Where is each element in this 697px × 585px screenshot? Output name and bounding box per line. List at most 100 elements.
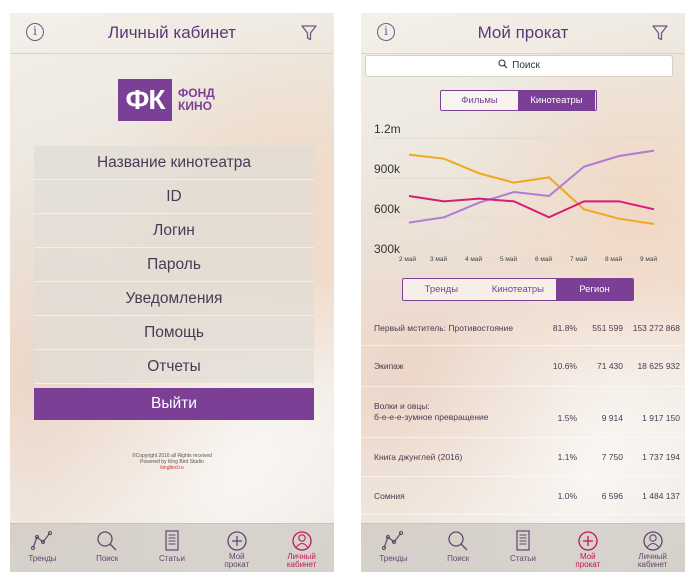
x-tick-label: 3 май [430, 255, 448, 263]
search-input[interactable]: Поиск [365, 55, 673, 77]
bottom-nav: Тренды Поиск Статьи Мой прокат Личный кабинет [10, 523, 334, 572]
filter-icon[interactable] [300, 24, 318, 42]
nav-label: Поиск [96, 554, 119, 563]
nav-item-search[interactable]: Поиск [75, 524, 140, 572]
table-row[interactable]: Первый мститель: Противостояние 81.8% 551 … [361, 310, 685, 346]
breakdown-switch: Тренды Кинотеатры Регион [402, 278, 634, 301]
filter-icon[interactable] [651, 24, 669, 42]
menu-item-help[interactable]: Помощь [34, 316, 314, 350]
nav-item-profile[interactable]: Личный кабинет [269, 524, 334, 572]
logo-line-1: ФОНД [178, 86, 215, 100]
x-tick-label: 2 май [399, 255, 417, 263]
film-gross: 1 917 150 [642, 413, 680, 423]
film-admissions: 9 914 [601, 413, 623, 423]
profile-screen: i Личный кабинет ФК ФОНД КИНО Название к… [10, 13, 334, 572]
nav-item-trends[interactable]: Тренды [10, 524, 75, 572]
nav-label: Статьи [159, 554, 185, 563]
articles-icon [165, 530, 179, 551]
film-title: Книга джунглей (2016) [374, 452, 463, 462]
info-icon[interactable]: i [377, 23, 395, 41]
search-icon [448, 531, 468, 551]
trends-icon [382, 530, 404, 551]
tab-films[interactable]: Фильмы [441, 91, 518, 110]
table-row[interactable]: Книга джунглей (2016) 1.1% 7 750 1 737 194 [361, 438, 685, 477]
nav-item-articles[interactable]: Статьи [140, 524, 205, 572]
film-share: 1.5% [557, 413, 577, 423]
nav-item-search[interactable]: Поиск [426, 524, 491, 572]
menu-item-reports[interactable]: Отчеты [34, 350, 314, 384]
tab-cinemas[interactable]: Кинотеатры [518, 91, 595, 110]
tab-cinemas-breakdown[interactable]: Кинотеатры [479, 279, 557, 300]
add-circle-icon [578, 531, 598, 551]
menu-item-notifications[interactable]: Уведомления [34, 282, 314, 316]
search-icon [498, 59, 508, 69]
articles-icon [516, 530, 530, 551]
top-bar: i Личный кабинет [10, 13, 334, 54]
tab-trends[interactable]: Тренды [403, 279, 480, 300]
nav-label: Личный кабинет [637, 552, 668, 569]
film-admissions: 7 750 [601, 452, 623, 462]
film-share: 1.1% [557, 452, 577, 462]
profile-icon [642, 531, 663, 551]
film-admissions: 71 430 [597, 361, 623, 371]
nav-label: Тренды [379, 554, 408, 563]
film-share: 1.0% [557, 490, 577, 501]
x-tick-label: 8 май [605, 255, 623, 263]
table-row[interactable]: Сомния 1.0% 6 596 1 484 137 [361, 477, 685, 515]
trends-icon [31, 530, 53, 551]
nav-label: Поиск [447, 554, 470, 563]
table-row[interactable]: Экипаж 10.6% 71 430 18 625 932 [361, 346, 685, 387]
nav-label: Личный кабинет [286, 552, 317, 569]
series-line-1 [408, 153, 655, 225]
add-circle-icon [227, 531, 247, 551]
film-gross: 1 737 194 [642, 452, 680, 462]
copyright-link[interactable]: kingbird.ru [160, 465, 184, 471]
page-title: Личный кабинет [108, 23, 236, 42]
film-title: Сомния [374, 490, 405, 501]
content-type-switch: Фильмы Кинотеатры [440, 90, 597, 111]
y-tick-label: 900k [374, 162, 401, 176]
series-line-3 [408, 195, 655, 219]
film-title: Волки и овцы: б-е-е-е-зумное превращение [374, 401, 489, 422]
film-gross: 153 272 868 [632, 322, 680, 333]
x-tick-label: 9 май [640, 255, 658, 263]
x-tick-label: 5 май [500, 255, 518, 263]
info-icon[interactable]: i [26, 23, 44, 41]
film-gross: 1 484 137 [642, 490, 680, 501]
nav-item-add-circle[interactable]: Мой прокат [204, 524, 269, 572]
menu-item-cinema-name[interactable]: Название кинотеатра [34, 146, 314, 180]
box-office-screen: i Мой прокат Поиск Фильмы Кинотеатры 1.2… [361, 13, 685, 572]
film-title: Первый мститель: Противостояние [374, 322, 514, 333]
film-share: 10.6% [552, 361, 577, 371]
search-icon [97, 531, 117, 551]
nav-item-profile[interactable]: Личный кабинет [620, 524, 685, 572]
top-bar: i Мой прокат [361, 13, 685, 54]
films-table: Первый мститель: Противостояние 81.8% 551 … [361, 310, 685, 515]
tab-region[interactable]: Регион [556, 279, 633, 300]
copyright: ©Copyright 2016 all Rights received Powe… [10, 453, 334, 471]
page-title: Мой прокат [477, 23, 569, 42]
x-tick-label: 4 май [465, 255, 483, 263]
film-gross: 18 625 932 [637, 361, 680, 371]
y-tick-label: 1.2m [374, 122, 401, 136]
film-title: Экипаж [374, 361, 404, 371]
nav-item-articles[interactable]: Статьи [491, 524, 556, 572]
profile-menu: Название кинотеатра ID Логин Пароль Увед… [34, 146, 314, 384]
nav-item-trends[interactable]: Тренды [361, 524, 426, 572]
nav-item-add-circle[interactable]: Мой прокат [555, 524, 620, 572]
logo-line-2: КИНО [178, 99, 212, 113]
logout-button[interactable]: Выйти [34, 388, 314, 420]
search-placeholder: Поиск [512, 60, 540, 71]
menu-item-id[interactable]: ID [34, 180, 314, 214]
menu-item-login[interactable]: Логин [34, 214, 314, 248]
bottom-nav: Тренды Поиск Статьи Мой прокат Личный кабинет [361, 523, 685, 572]
table-row[interactable]: Волки и овцы: б-е-е-е-зумное превращение 1… [361, 387, 685, 438]
x-tick-label: 6 май [535, 255, 553, 263]
x-tick-label: 7 май [570, 255, 588, 263]
series-line-2 [408, 149, 655, 224]
menu-item-password[interactable]: Пароль [34, 248, 314, 282]
nav-label: Мой прокат [575, 552, 601, 569]
nav-label: Статьи [510, 554, 536, 563]
y-tick-label: 300k [374, 242, 401, 256]
